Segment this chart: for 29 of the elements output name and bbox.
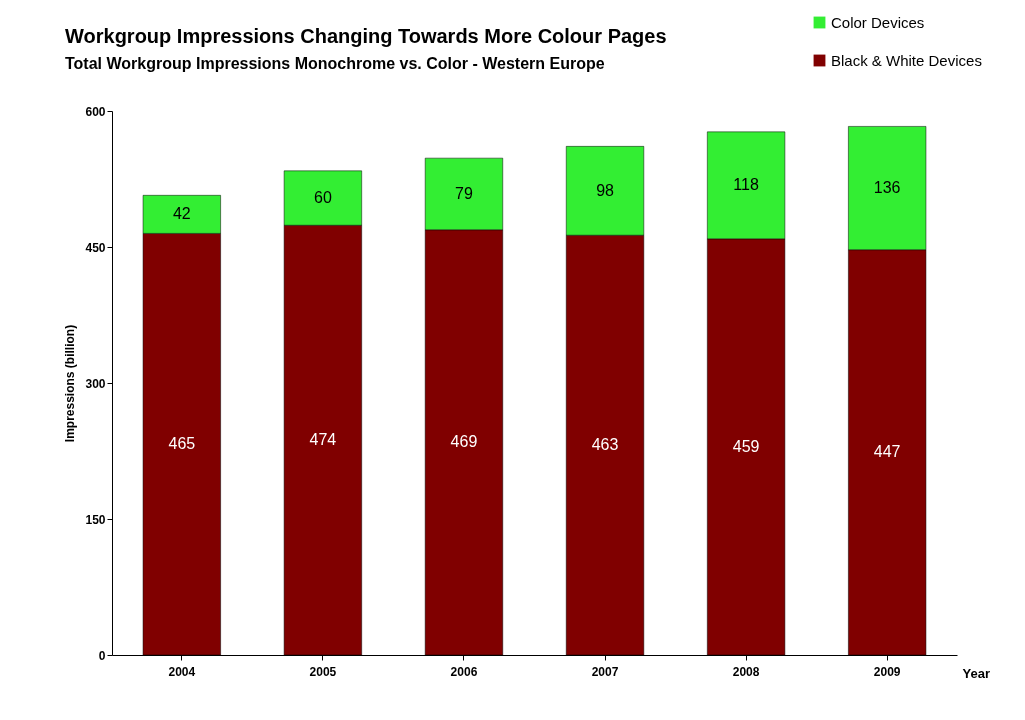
data-label: 136 (873, 179, 901, 197)
data-label: 465 (168, 435, 196, 453)
chart-subtitle: Total Workgroup Impressions Monochrome vs. Color - Western Europe (65, 55, 605, 72)
data-label: 42 (172, 205, 191, 223)
x-tick-label: 2005 (309, 664, 337, 679)
y-tick-label: 150 (85, 512, 106, 527)
data-label: 463 (591, 436, 619, 454)
data-label: 459 (732, 437, 760, 455)
data-label: 60 (314, 189, 332, 207)
y-tick-label: 0 (98, 648, 106, 663)
data-label: 474 (309, 431, 337, 449)
x-tick-label: 2007 (591, 664, 619, 679)
data-label: 447 (873, 443, 901, 461)
x-tick-label: 2008 (732, 664, 760, 679)
x-tick-label: 2009 (873, 664, 901, 679)
legend-label: Black & White Devices (831, 51, 982, 69)
data-label: 98 (596, 181, 615, 199)
y-tick-label: 450 (85, 240, 106, 255)
y-tick-label: 600 (85, 104, 106, 119)
chart-title: Workgroup Impressions Changing Towards More Colour Pages (65, 25, 667, 47)
data-label: 118 (733, 176, 759, 194)
y-axis-title: Impressions (billion) (63, 324, 78, 443)
legend-label: Color Devices (831, 13, 925, 31)
data-label: 79 (455, 184, 473, 202)
x-axis-title: Year (962, 665, 990, 681)
data-label: 469 (450, 433, 478, 451)
y-tick-label: 300 (85, 376, 106, 391)
x-tick-label: 2006 (450, 664, 478, 679)
x-tick-label: 2004 (168, 664, 196, 679)
